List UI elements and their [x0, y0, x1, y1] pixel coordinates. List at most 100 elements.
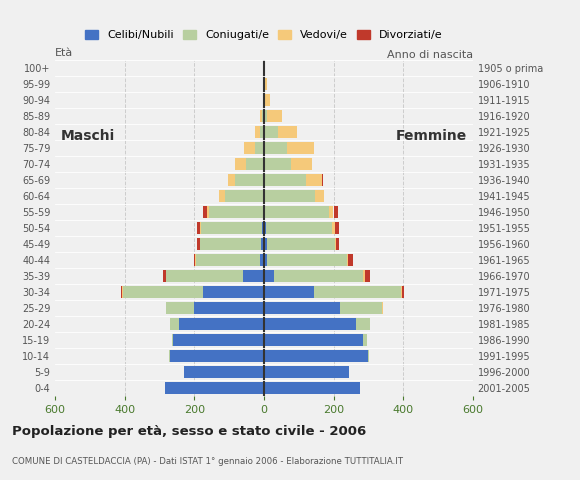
Bar: [196, 254, 260, 266]
Bar: [264, 286, 314, 298]
Bar: [265, 190, 316, 202]
Bar: [403, 286, 404, 298]
Bar: [260, 110, 262, 122]
Bar: [267, 238, 335, 250]
Bar: [264, 334, 363, 346]
Bar: [170, 350, 264, 362]
Bar: [207, 206, 209, 218]
Bar: [203, 206, 207, 218]
Bar: [335, 222, 339, 234]
Bar: [235, 158, 246, 170]
Bar: [264, 206, 265, 218]
Bar: [194, 254, 195, 266]
Bar: [365, 270, 370, 282]
Bar: [194, 302, 264, 314]
Bar: [197, 238, 200, 250]
Bar: [219, 190, 224, 202]
Bar: [224, 190, 263, 202]
Bar: [363, 270, 365, 282]
Bar: [264, 142, 287, 154]
Bar: [262, 110, 264, 122]
Text: Femmine: Femmine: [396, 129, 467, 143]
Bar: [262, 222, 264, 234]
Bar: [267, 110, 282, 122]
Bar: [173, 334, 264, 346]
Bar: [121, 286, 122, 298]
Bar: [263, 206, 264, 218]
Bar: [264, 238, 267, 250]
Bar: [382, 302, 383, 314]
Bar: [263, 94, 264, 106]
Bar: [306, 174, 322, 186]
Text: Anno di nascita: Anno di nascita: [387, 50, 473, 60]
Bar: [203, 286, 264, 298]
Bar: [122, 286, 123, 298]
Bar: [263, 174, 264, 186]
Text: COMUNE DI CASTELDACCIA (PA) - Dati ISTAT 1° gennaio 2006 - Elaborazione TUTTITAL: COMUNE DI CASTELDACCIA (PA) - Dati ISTAT…: [12, 457, 403, 466]
Bar: [266, 222, 332, 234]
Bar: [201, 222, 262, 234]
Bar: [166, 302, 194, 314]
Bar: [123, 286, 203, 298]
Bar: [244, 142, 255, 154]
Bar: [363, 334, 367, 346]
Bar: [264, 78, 267, 90]
Bar: [368, 350, 369, 362]
Bar: [255, 142, 263, 154]
Bar: [264, 126, 278, 138]
Bar: [336, 238, 339, 250]
Bar: [265, 206, 329, 218]
Bar: [261, 238, 264, 250]
Bar: [264, 302, 340, 314]
Bar: [356, 318, 370, 330]
Bar: [209, 206, 263, 218]
Bar: [260, 126, 264, 138]
Bar: [264, 110, 267, 122]
Bar: [255, 126, 260, 138]
Bar: [169, 350, 170, 362]
Bar: [263, 142, 264, 154]
Bar: [172, 334, 173, 346]
Bar: [349, 254, 353, 266]
Text: Popolazione per età, sesso e stato civile - 2006: Popolazione per età, sesso e stato civil…: [12, 425, 366, 438]
Bar: [274, 270, 363, 282]
Bar: [314, 286, 401, 298]
Bar: [316, 190, 324, 202]
Bar: [332, 222, 335, 234]
Text: Età: Età: [55, 48, 73, 59]
Bar: [347, 254, 349, 266]
Bar: [197, 222, 200, 234]
Bar: [335, 238, 336, 250]
Legend: Celibi/Nubili, Coniugati/e, Vedovi/e, Divorziati/e: Celibi/Nubili, Coniugati/e, Vedovi/e, Di…: [81, 25, 447, 45]
Bar: [246, 158, 263, 170]
Bar: [200, 222, 201, 234]
Bar: [264, 158, 291, 170]
Bar: [200, 238, 261, 250]
Bar: [264, 222, 266, 234]
Bar: [163, 270, 166, 282]
Bar: [267, 254, 347, 266]
Bar: [264, 254, 267, 266]
Bar: [243, 270, 264, 282]
Bar: [264, 350, 368, 362]
Bar: [264, 270, 274, 282]
Bar: [195, 254, 196, 266]
Bar: [264, 318, 356, 330]
Bar: [264, 174, 306, 186]
Bar: [264, 382, 360, 394]
Bar: [401, 286, 403, 298]
Bar: [340, 302, 382, 314]
Bar: [287, 142, 314, 154]
Bar: [334, 206, 338, 218]
Bar: [329, 206, 334, 218]
Text: Maschi: Maschi: [60, 129, 115, 143]
Bar: [170, 318, 179, 330]
Bar: [264, 366, 349, 378]
Bar: [184, 366, 264, 378]
Bar: [166, 270, 243, 282]
Bar: [264, 94, 270, 106]
Bar: [264, 190, 265, 202]
Bar: [179, 318, 264, 330]
Bar: [291, 158, 311, 170]
Bar: [165, 382, 264, 394]
